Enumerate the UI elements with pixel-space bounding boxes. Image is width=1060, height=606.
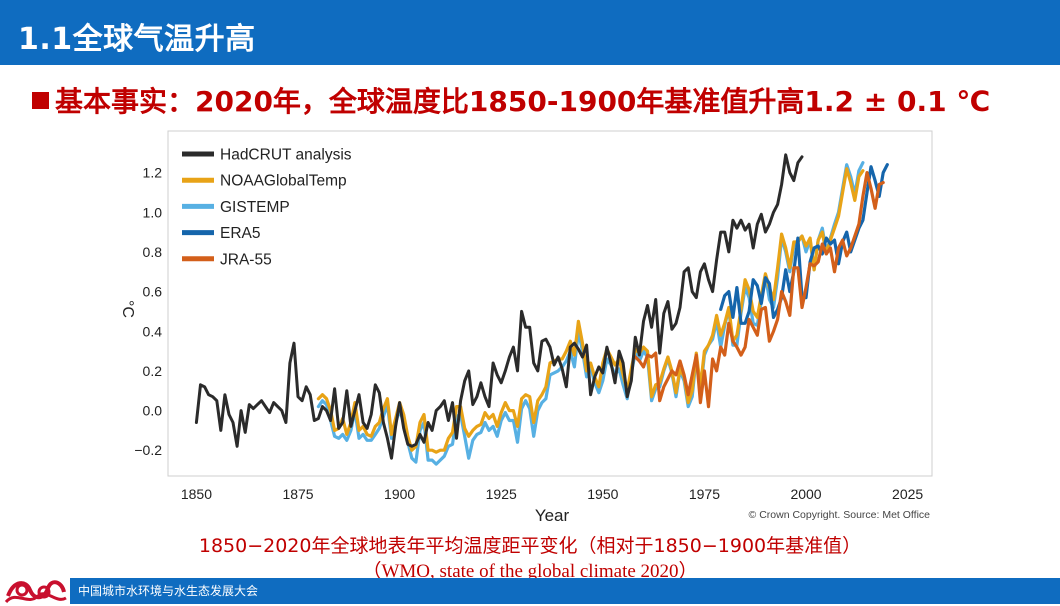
legend: HadCRUT analysis NOAAGlobalTemp GISTEMP ERA… [182, 147, 352, 268]
x-tick-label: 1950 [587, 486, 618, 502]
x-tick-label: 1850 [181, 486, 212, 502]
square-bullet-icon [32, 92, 49, 109]
figure-source-caption: （WMO, state of the global climate 2020） [362, 561, 698, 582]
x-tick-label: 1925 [486, 486, 517, 502]
x-tick-labels: 1850 1875 1900 1925 1950 1975 2000 2025 [181, 486, 924, 502]
x-tick-label: 1975 [689, 486, 720, 502]
title-bar: 1.1全球气温升高 [0, 0, 1060, 65]
key-fact-text: 基本事实：2020年，全球温度比1850-1900年基准值升高1.2 ± 0.1… [55, 85, 991, 118]
legend-label: NOAAGlobalTemp [220, 173, 347, 190]
series-line-hadcrut-analysis [194, 153, 804, 460]
key-fact-line: 基本事实：2020年，全球温度比1850-1900年基准值升高1.2 ± 0.1… [32, 80, 990, 120]
y-tick-labels: −0.2 0.0 0.2 0.4 0.6 0.8 1.0 1.2 [134, 165, 162, 459]
y-tick-label: 1.0 [143, 204, 163, 220]
y-tick-label: 0.2 [143, 363, 163, 379]
plot-area [167, 130, 933, 477]
legend-label: ERA5 [220, 225, 261, 242]
y-tick-label: 0.6 [143, 284, 163, 300]
x-tick-label: 1900 [384, 486, 415, 502]
y-tick-label: 0.0 [143, 403, 163, 419]
page-title: 1.1全球气温升高 [18, 22, 256, 57]
series-lines [194, 153, 889, 466]
y-tick-label: 0.4 [143, 323, 163, 339]
temperature-anomaly-chart: −0.2 0.0 0.2 0.4 0.6 0.8 1.0 1.2 1850 1875 1900 19… [119, 130, 933, 525]
figure-caption: 1850−2020年全球地表年平均温度距平变化（相对于1850−1900年基准值… [198, 535, 862, 557]
footer: 中国城市水环境与水生态发展大会 [0, 576, 1060, 606]
y-tick-label: 1.2 [143, 165, 163, 181]
legend-label: HadCRUT analysis [220, 147, 352, 164]
chart-container: −0.2 0.0 0.2 0.4 0.6 0.8 1.0 1.2 1850 1875 1900 19… [108, 123, 948, 528]
y-tick-label: −0.2 [134, 442, 162, 458]
legend-label: JRA-55 [220, 251, 272, 268]
x-tick-label: 1875 [282, 486, 313, 502]
source-note: © Crown Copyright. Source: Met Office [749, 509, 931, 521]
series-line-jra-55 [633, 170, 885, 409]
legend-label: GISTEMP [220, 199, 290, 216]
x-tick-label: 2025 [892, 486, 923, 502]
footer-bar [70, 578, 1060, 604]
conference-logo-icon [4, 580, 67, 604]
x-axis-label: Year [535, 506, 570, 525]
x-tick-label: 2000 [790, 486, 821, 502]
footer-text: 中国城市水环境与水生态发展大会 [78, 584, 259, 598]
y-tick-label: 0.8 [143, 244, 163, 260]
y-axis-label: °C [119, 300, 136, 318]
